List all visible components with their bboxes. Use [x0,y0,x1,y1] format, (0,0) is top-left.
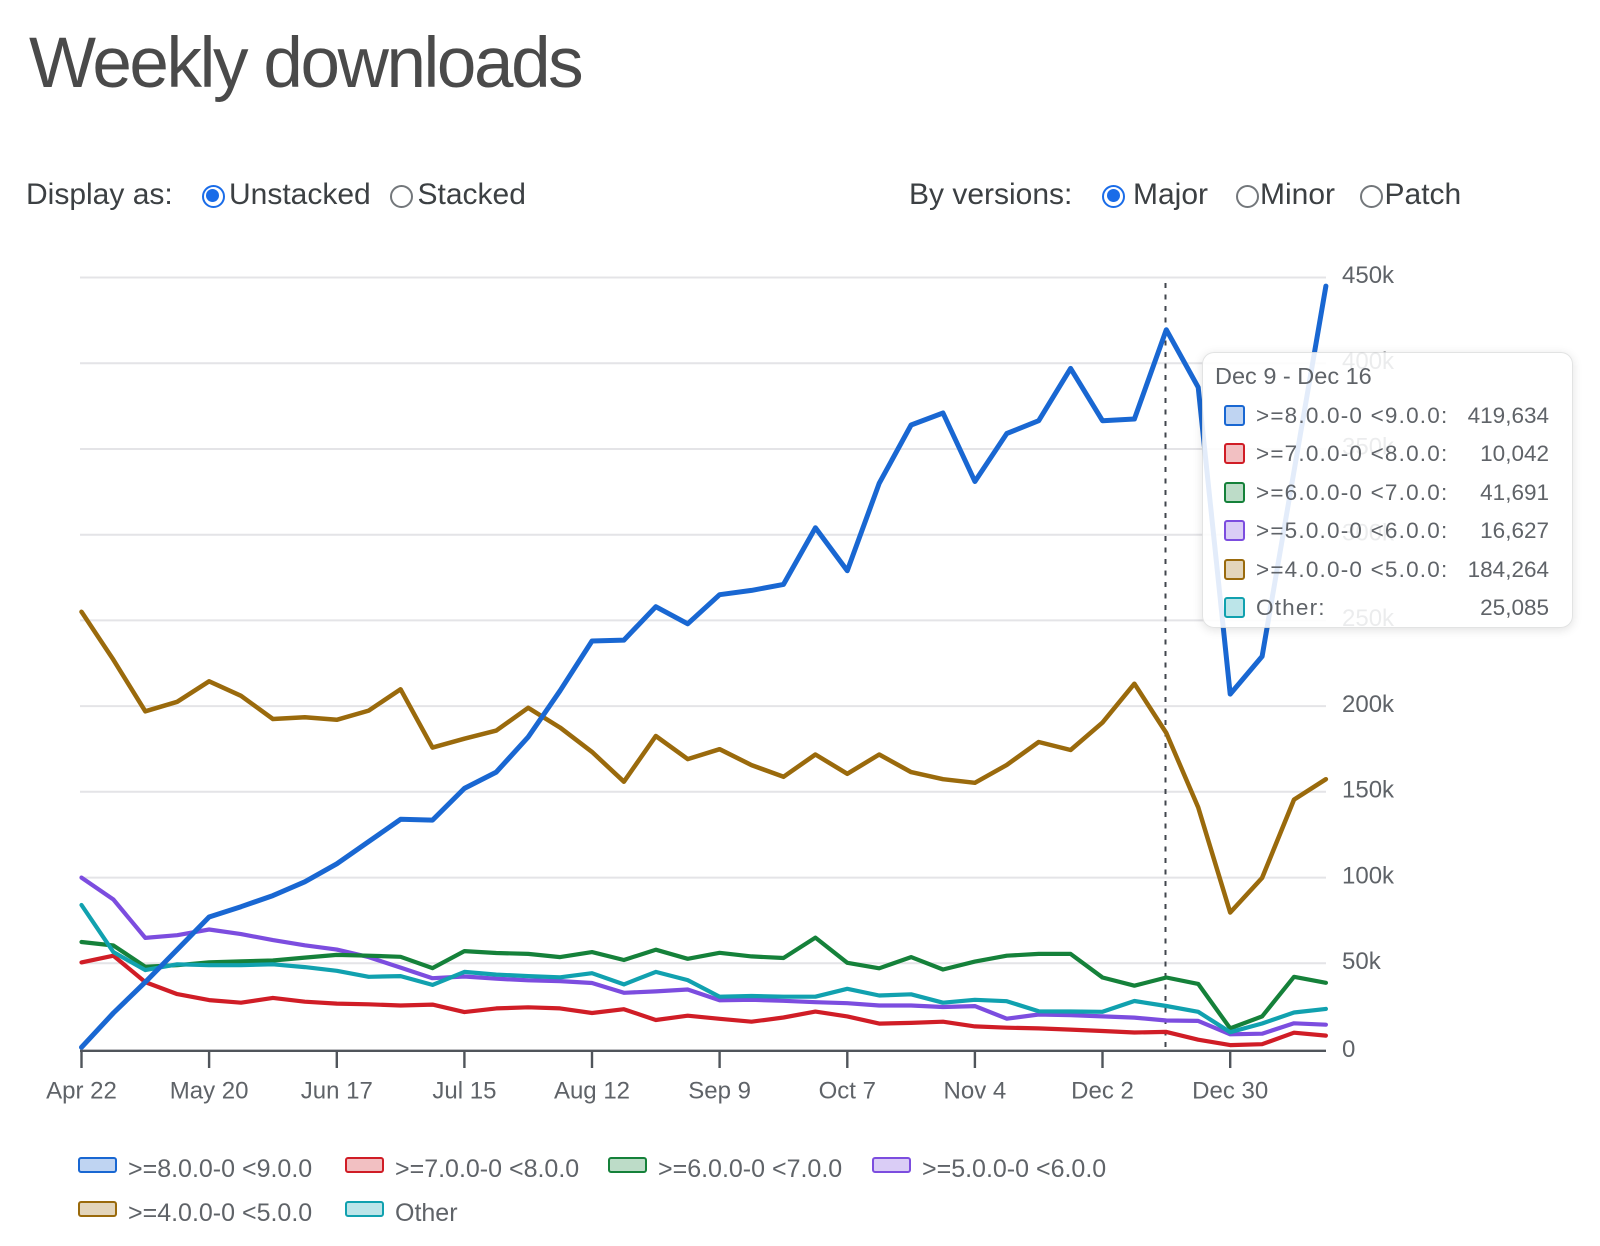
svg-text:May 20: May 20 [170,1078,249,1105]
svg-text:Jul 15: Jul 15 [432,1078,496,1105]
svg-text:Jun 17: Jun 17 [301,1078,373,1105]
svg-text:Nov 4: Nov 4 [944,1078,1007,1105]
svg-text:Apr 22: Apr 22 [46,1078,117,1105]
svg-text:200k: 200k [1342,691,1395,718]
svg-text:50k: 50k [1342,948,1382,975]
svg-text:Aug 12: Aug 12 [554,1078,630,1105]
svg-text:Oct 7: Oct 7 [819,1078,876,1105]
svg-text:450k: 450k [1342,262,1395,289]
svg-text:Sep 9: Sep 9 [688,1078,751,1105]
svg-text:0: 0 [1342,1036,1355,1063]
svg-text:Dec 30: Dec 30 [1192,1078,1268,1105]
svg-text:Dec 2: Dec 2 [1071,1078,1134,1105]
svg-text:100k: 100k [1342,862,1395,889]
svg-text:150k: 150k [1342,777,1395,804]
